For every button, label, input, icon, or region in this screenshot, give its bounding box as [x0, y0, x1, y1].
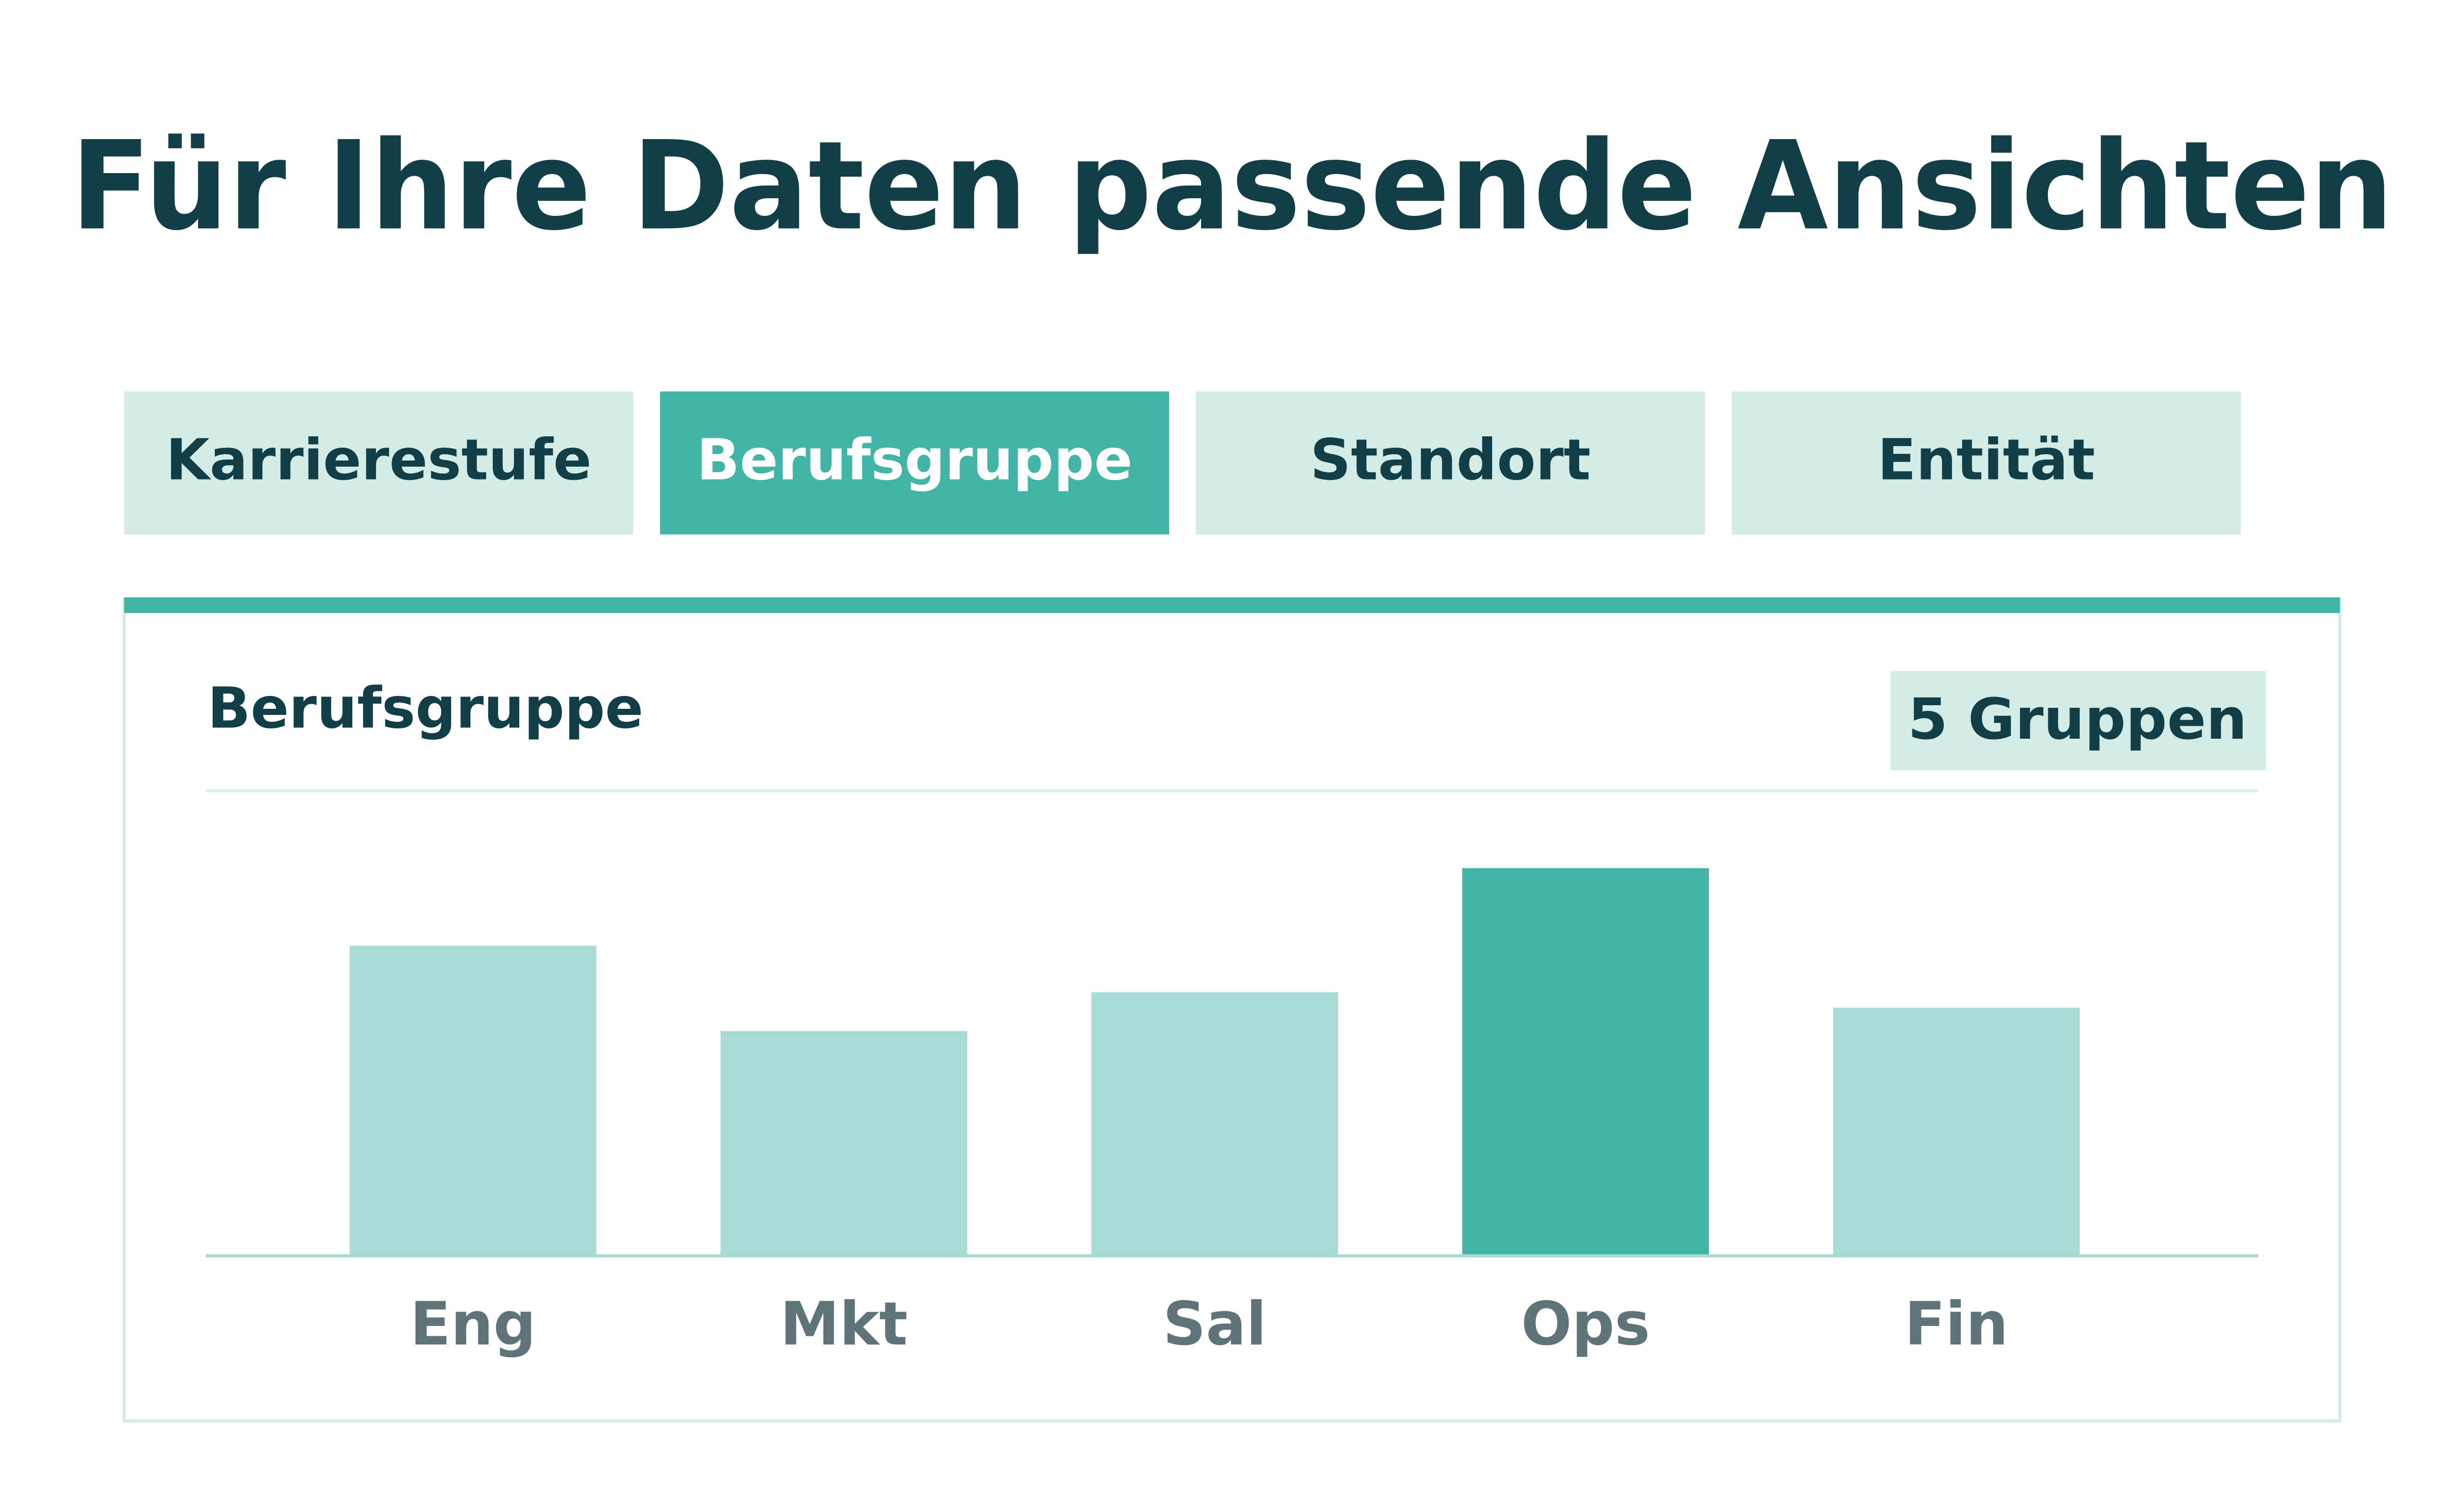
x-tick-label: Fin: [1905, 1289, 2008, 1359]
x-tick-label: Eng: [410, 1289, 536, 1359]
badge: [1890, 671, 2266, 771]
bar: [1091, 992, 1338, 1256]
bar: [1462, 868, 1709, 1256]
tab[interactable]: [1195, 391, 1705, 535]
page-title: Für Ihre Daten passende Ansichten: [71, 115, 2393, 258]
tab[interactable]: [660, 391, 1169, 535]
panel-title: Berufsgruppe: [208, 675, 643, 741]
x-tick-label: Sal: [1163, 1289, 1267, 1359]
panel-accent: [124, 597, 2340, 614]
tab[interactable]: [1732, 391, 2241, 535]
bar: [1833, 1008, 2080, 1256]
tab-label[interactable]: Standort: [1310, 427, 1591, 493]
tab-label[interactable]: Berufsgruppe: [696, 427, 1132, 493]
bar: [349, 945, 596, 1256]
tab-label[interactable]: Entität: [1877, 427, 2095, 493]
bar: [720, 1031, 967, 1256]
badge-text: 5 Gruppen: [1908, 686, 2247, 752]
tab[interactable]: [124, 391, 634, 535]
tab-label[interactable]: Karrierestufe: [166, 427, 592, 493]
x-tick-label: Ops: [1521, 1289, 1650, 1359]
x-tick-label: Mkt: [780, 1289, 908, 1359]
